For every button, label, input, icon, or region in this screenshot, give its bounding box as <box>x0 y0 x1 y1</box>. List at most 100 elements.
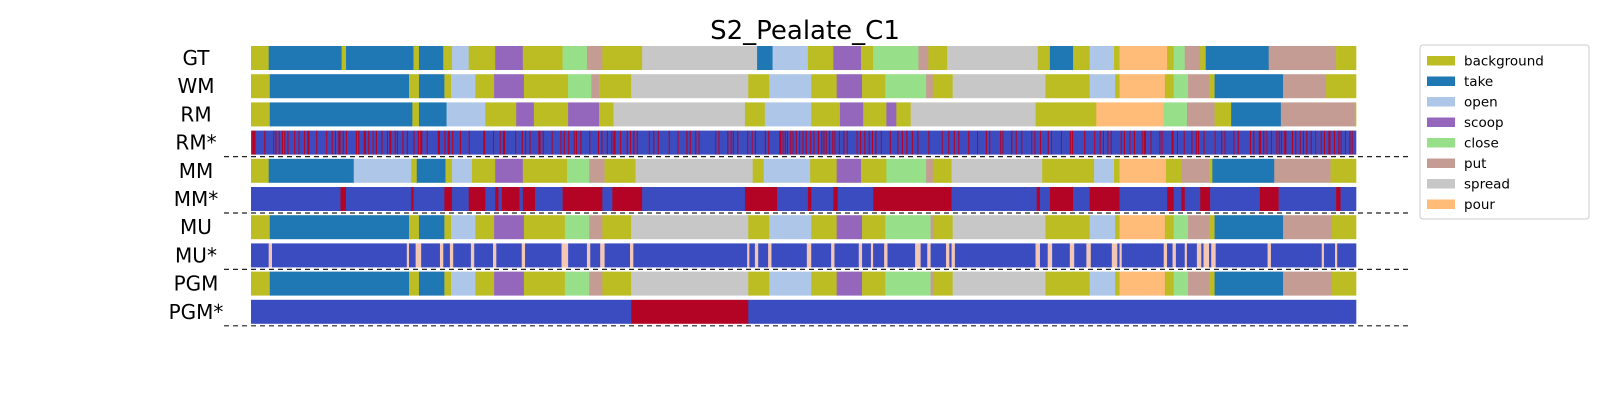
segment-close <box>1173 215 1189 240</box>
segment-correct <box>1048 130 1052 155</box>
segment-pour <box>1119 271 1166 296</box>
segment-correct <box>418 130 421 155</box>
row-label: MU <box>180 215 212 239</box>
segment-error <box>1120 130 1123 155</box>
segment-error <box>786 130 789 155</box>
segment-correct <box>391 130 395 155</box>
segment-correct <box>1316 130 1321 155</box>
segment-correct <box>612 130 614 155</box>
segment-error <box>294 130 296 155</box>
segment-correct <box>369 130 373 155</box>
segment-scoop <box>516 102 535 127</box>
segment-error <box>917 130 919 155</box>
segment-take <box>418 215 445 240</box>
segment-correct <box>765 130 769 155</box>
segment-error <box>420 130 423 155</box>
segment-background <box>604 158 636 183</box>
segment-correct <box>1175 243 1186 268</box>
segment-take <box>268 158 355 183</box>
segment-error <box>630 130 632 155</box>
segment-background <box>523 74 569 99</box>
segment-boundary <box>1184 243 1188 268</box>
segment-correct <box>1307 130 1311 155</box>
segment-put <box>1188 271 1210 296</box>
segment-error <box>368 130 370 155</box>
segment-boundary <box>754 243 759 268</box>
segment-error <box>1084 130 1086 155</box>
segment-boundary <box>806 243 812 268</box>
segment-take <box>268 46 342 70</box>
segment-correct <box>1330 130 1335 155</box>
segment-close <box>567 158 590 183</box>
segment-error <box>805 130 808 155</box>
segment-correct <box>439 130 445 155</box>
segment-correct <box>1260 130 1264 155</box>
segment-correct <box>890 130 898 155</box>
legend: background take open scoop close put spread pou… <box>1419 44 1590 220</box>
segment-error <box>941 130 944 155</box>
segment-correct <box>806 130 811 155</box>
segment-scoop <box>836 271 863 296</box>
segment-correct <box>251 299 632 324</box>
segment-correct <box>690 130 696 155</box>
segment-error <box>1049 187 1074 211</box>
segment-error <box>1072 130 1074 155</box>
segment-correct <box>1286 130 1293 155</box>
row-pgm-star: PGM* <box>169 299 1410 327</box>
segment-error <box>911 130 914 155</box>
legend-frame <box>1419 44 1590 220</box>
segment-error <box>284 130 286 155</box>
segment-background <box>1164 74 1174 99</box>
segment-correct <box>649 130 654 155</box>
segment-put <box>1283 271 1332 296</box>
segment-error <box>1299 130 1302 155</box>
segment-error <box>568 130 570 155</box>
segment-error <box>606 130 609 155</box>
segment-boundary <box>1196 243 1202 268</box>
segment-correct <box>1340 187 1357 211</box>
segment-background <box>1209 215 1215 240</box>
segment-correct <box>771 243 808 268</box>
segment-error <box>1200 187 1211 211</box>
segment-correct <box>1173 187 1182 211</box>
segment-correct <box>696 130 699 155</box>
segment-boundary <box>1203 243 1210 268</box>
segment-boundary <box>884 243 888 268</box>
segment-error <box>768 130 770 155</box>
segment-correct <box>954 130 959 155</box>
segment-correct <box>272 243 408 268</box>
legend-label: take <box>1464 74 1493 90</box>
segment-error <box>802 130 804 155</box>
segment-error <box>515 130 517 155</box>
segment-background <box>1115 215 1120 240</box>
segment-correct <box>791 130 793 155</box>
segment-put <box>586 46 603 70</box>
legend-swatch <box>1427 158 1455 168</box>
segment-correct <box>1003 130 1012 155</box>
segment-error <box>715 130 717 155</box>
segment-background <box>599 102 614 127</box>
segment-background <box>1209 271 1215 296</box>
segment-correct <box>485 130 494 155</box>
row-label: PGM <box>174 272 219 296</box>
segment-background <box>468 46 496 70</box>
segment-open <box>1089 215 1116 240</box>
row-rm: RM <box>180 102 1357 127</box>
segment-take <box>269 271 410 296</box>
segment-correct <box>1130 130 1135 155</box>
segment-correct <box>305 130 308 155</box>
segment-error <box>346 130 348 155</box>
segment-error <box>953 130 956 155</box>
segment-correct <box>738 130 748 155</box>
timeline-rows: GT WM RM RM* MM MM* MU MU* PGM PGM* <box>169 46 1410 327</box>
segment-background <box>1045 271 1090 296</box>
segment-correct <box>276 130 279 155</box>
segment-correct <box>833 130 835 155</box>
segment-correct <box>1352 130 1357 155</box>
segment-background <box>807 46 834 70</box>
segment-correct <box>452 187 469 211</box>
segment-put <box>930 215 935 240</box>
segment-error <box>631 299 749 324</box>
segment-correct <box>279 130 283 155</box>
